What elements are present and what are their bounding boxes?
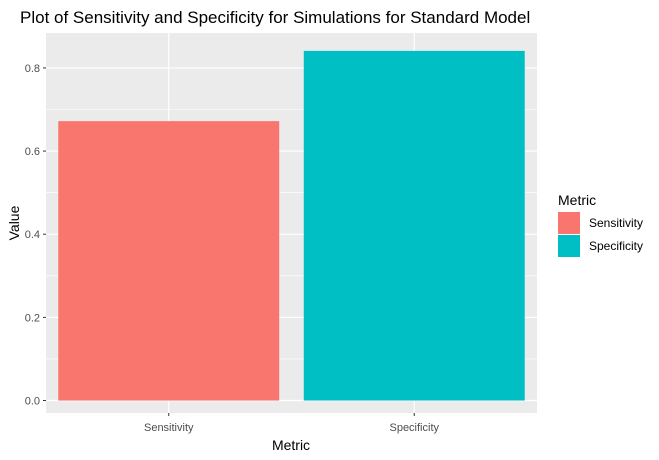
x-tick-label: Specificity — [389, 422, 439, 434]
legend-title: Metric — [558, 192, 596, 208]
bar-sensitivity — [58, 121, 280, 401]
bars — [58, 50, 525, 401]
y-tick-label: 0.4 — [25, 229, 40, 241]
legend-swatch — [558, 235, 580, 257]
legend: Metric Sensitivity Specificity — [558, 192, 643, 257]
chart-title: Plot of Sensitivity and Specificity for … — [20, 8, 530, 27]
legend-items: Sensitivity Specificity — [558, 212, 643, 257]
y-tick-label: 0.2 — [25, 312, 40, 324]
y-tick-label: 0.6 — [25, 146, 40, 158]
y-tick-label: 0.8 — [25, 63, 40, 75]
y-axis: 0.0 0.2 0.4 0.6 0.8 — [25, 63, 46, 408]
x-axis: Sensitivity Specificity — [144, 413, 440, 434]
legend-label: Sensitivity — [589, 216, 643, 230]
bar-specificity — [303, 50, 525, 401]
plot-panel — [46, 33, 537, 413]
legend-label: Specificity — [589, 239, 643, 253]
legend-swatch — [558, 212, 580, 234]
x-axis-title: Metric — [272, 437, 310, 453]
y-axis-title: Value — [6, 205, 22, 240]
y-tick-label: 0.0 — [25, 396, 40, 408]
x-tick-label: Sensitivity — [144, 422, 194, 434]
